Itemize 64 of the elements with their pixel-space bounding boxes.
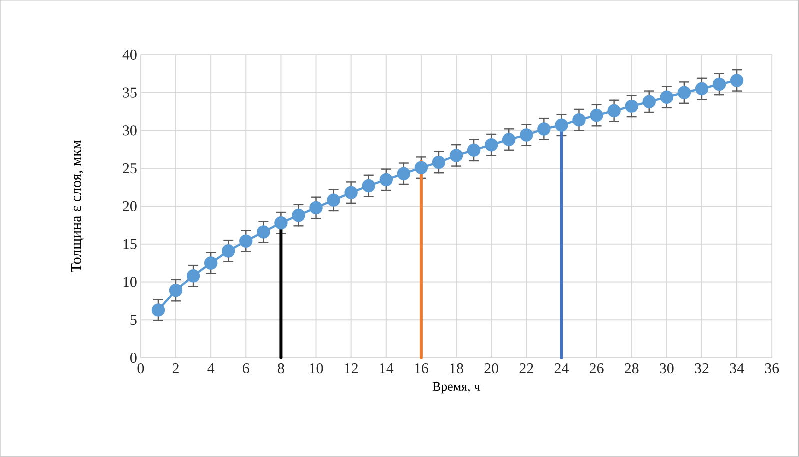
x-tick-label: 36 (765, 364, 780, 374)
x-tick-label: 2 (172, 364, 179, 374)
point (678, 86, 692, 100)
point (608, 104, 621, 118)
point (660, 90, 674, 104)
point (240, 234, 253, 248)
point (152, 304, 166, 317)
x-tick-label: 12 (345, 364, 358, 374)
x-tick-label: 10 (310, 364, 324, 374)
x-tick-label: 26 (590, 364, 604, 374)
x-tick-label: 14 (380, 364, 394, 374)
y-tick-label: 10 (124, 277, 137, 288)
x-tick-label: 0 (138, 364, 144, 374)
point (502, 133, 516, 146)
x-tick-label: 30 (660, 364, 674, 374)
y-tick-label: 20 (123, 201, 137, 212)
point (169, 284, 183, 298)
point (555, 118, 568, 132)
x-tick-label: 20 (484, 364, 498, 374)
x-tick-label: 32 (695, 364, 709, 374)
x-tick-label: 4 (208, 364, 215, 374)
point (222, 244, 236, 258)
point (257, 226, 270, 239)
point (292, 208, 306, 222)
point (362, 179, 376, 193)
point (186, 270, 200, 283)
x-axis-title: Время, ч (432, 382, 480, 394)
point (572, 114, 586, 127)
point (695, 82, 709, 96)
point (467, 144, 481, 158)
point (397, 167, 411, 181)
y-tick-label: 15 (124, 239, 137, 250)
point (380, 173, 393, 187)
point (625, 100, 638, 114)
point (484, 138, 498, 152)
point (730, 74, 744, 88)
point (204, 256, 218, 270)
point (327, 194, 340, 208)
y-tick-label: 0 (130, 352, 137, 364)
point (432, 156, 446, 170)
y-tick-label: 25 (123, 164, 137, 174)
point (450, 149, 464, 162)
x-tick-label: 18 (450, 364, 464, 374)
point (642, 95, 656, 109)
x-tick-label: 22 (520, 364, 534, 374)
x-tick-label: 34 (730, 364, 744, 374)
point (344, 186, 358, 200)
x-tick-label: 16 (415, 364, 428, 374)
y-axis-title: Толщина ε слоя, мкм (71, 140, 84, 272)
point (538, 122, 551, 136)
point (520, 128, 534, 142)
y-tick-label: 40 (122, 50, 137, 60)
y-tick-label: 35 (123, 88, 137, 98)
point (274, 216, 288, 230)
y-tick-label: 5 (130, 315, 137, 326)
x-tick-label: 28 (625, 364, 639, 374)
x-tick-label: 6 (243, 364, 250, 374)
x-tick-label: 8 (278, 364, 284, 374)
point (310, 201, 323, 215)
point (414, 161, 428, 174)
y-tick-label: 30 (123, 126, 137, 136)
x-tick-label: 24 (554, 364, 569, 374)
point (590, 108, 604, 122)
point (712, 78, 726, 92)
